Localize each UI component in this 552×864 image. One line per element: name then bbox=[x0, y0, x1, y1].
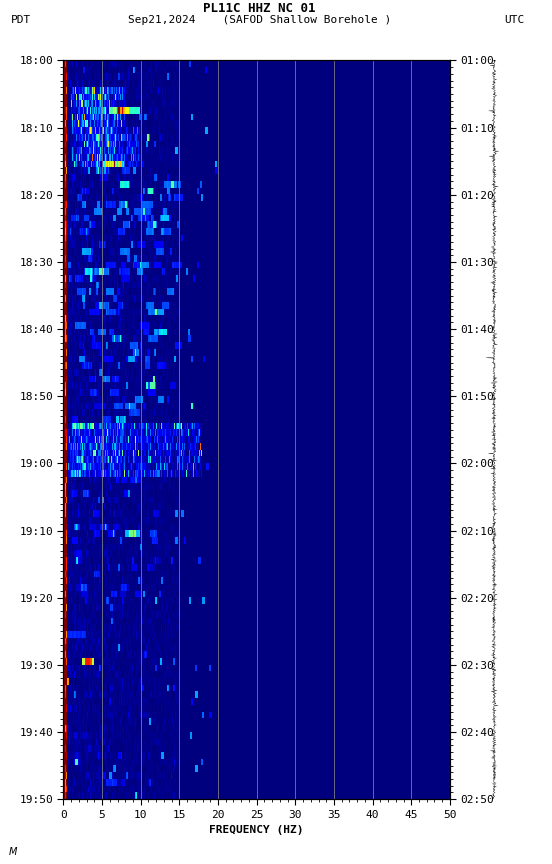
Text: Sep21,2024    (SAFOD Shallow Borehole ): Sep21,2024 (SAFOD Shallow Borehole ) bbox=[128, 15, 391, 25]
Text: PL11C HHZ NC 01: PL11C HHZ NC 01 bbox=[203, 3, 316, 16]
Text: PDT: PDT bbox=[11, 15, 31, 25]
Text: $\mathit{M}$: $\mathit{M}$ bbox=[8, 845, 18, 857]
Text: UTC: UTC bbox=[504, 15, 524, 25]
X-axis label: FREQUENCY (HZ): FREQUENCY (HZ) bbox=[209, 825, 304, 835]
